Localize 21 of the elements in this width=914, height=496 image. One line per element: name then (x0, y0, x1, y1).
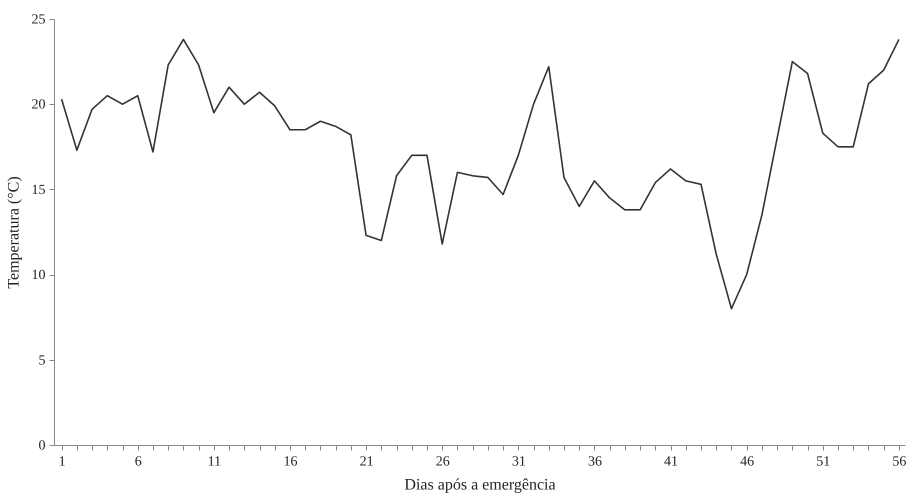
x-tick-label: 16 (283, 454, 298, 470)
x-tick-label: 1 (58, 454, 66, 470)
y-tick-label: 5 (38, 353, 46, 368)
x-tick-label: 21 (360, 454, 374, 470)
x-tick-label: 36 (588, 454, 602, 470)
y-tick-label: 20 (32, 98, 46, 113)
x-tick-label: 46 (740, 454, 754, 470)
y-tick-label: 10 (32, 268, 46, 284)
line-series (60, 38, 900, 310)
x-tick-label: 56 (892, 454, 906, 470)
x-tick-label: 41 (664, 454, 678, 470)
x-tick-label: 51 (816, 454, 830, 470)
x-tick-label: 31 (512, 454, 526, 470)
y-tick-label: 0 (38, 438, 46, 454)
y-axis-title: Temperatura (°C) (6, 176, 22, 289)
y-tick-label: 15 (32, 182, 46, 198)
x-axis-title: Dias após a emergência (404, 476, 556, 494)
x-tick-label: 26 (436, 454, 450, 470)
y-tick-label: 25 (32, 12, 46, 28)
x-tick-label: 11 (208, 454, 222, 470)
x-tick-label: 6 (134, 454, 142, 470)
